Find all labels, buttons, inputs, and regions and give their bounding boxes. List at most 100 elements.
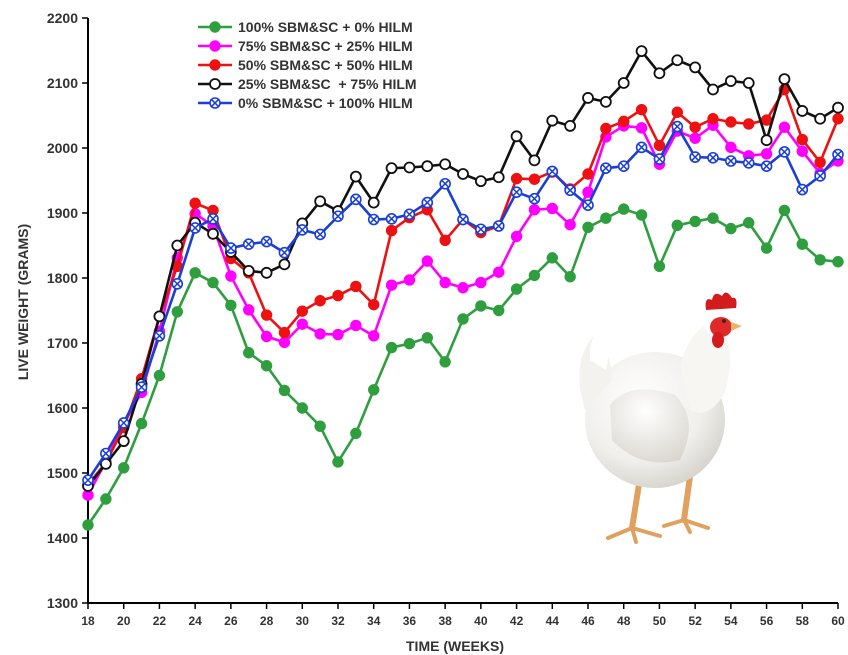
legend-marker <box>209 78 221 90</box>
data-point <box>117 417 130 429</box>
data-point <box>707 212 719 224</box>
data-point <box>153 330 166 342</box>
data-point <box>260 235 273 248</box>
data-point <box>189 197 201 209</box>
data-point <box>350 193 362 206</box>
x-tick-label: 42 <box>510 614 524 628</box>
data-point <box>368 384 380 396</box>
data-point <box>242 238 255 250</box>
data-point <box>778 204 791 217</box>
data-point <box>171 278 184 290</box>
data-point <box>546 165 559 178</box>
data-point <box>564 271 576 283</box>
data-point <box>278 384 291 397</box>
data-point <box>314 195 327 208</box>
series-layer <box>82 45 844 531</box>
legend-marker <box>209 40 221 52</box>
data-point <box>832 101 844 114</box>
data-point <box>260 360 273 372</box>
data-point <box>100 447 112 460</box>
data-point <box>582 221 594 234</box>
x-tick-label: 54 <box>724 614 738 628</box>
data-point <box>814 254 826 266</box>
data-point <box>689 121 701 133</box>
legend: 100% SBM&SC + 0% HILM 75% SBM&SC + 25% HI… <box>198 19 417 111</box>
data-point <box>725 155 737 167</box>
x-tick-label: 24 <box>188 614 202 628</box>
y-tick-label: 1700 <box>47 335 78 351</box>
data-point <box>457 168 469 180</box>
data-point <box>582 92 594 104</box>
x-tick-label: 50 <box>653 614 667 628</box>
data-point <box>564 219 576 231</box>
x-tick-label: 44 <box>546 614 560 628</box>
data-point <box>367 213 380 226</box>
data-point <box>135 417 148 430</box>
data-point <box>82 474 94 486</box>
data-point <box>457 213 469 226</box>
data-point <box>689 61 702 74</box>
data-point <box>82 519 94 531</box>
data-point <box>510 230 523 243</box>
data-point <box>189 222 201 234</box>
legend-label: 75% SBM&SC + 25% HILM <box>238 38 413 54</box>
x-tick-label: 38 <box>438 614 452 628</box>
data-point <box>349 170 362 183</box>
x-tick-label: 36 <box>403 614 417 628</box>
data-point <box>296 224 309 236</box>
data-point <box>510 283 523 295</box>
data-point <box>278 326 291 339</box>
data-point <box>653 67 666 80</box>
data-point <box>225 299 237 311</box>
data-point <box>832 256 844 268</box>
series-4 <box>82 120 844 486</box>
data-point <box>403 208 416 221</box>
y-tick-label: 2200 <box>47 10 78 26</box>
data-point <box>457 282 469 294</box>
data-point <box>510 172 523 185</box>
data-point <box>100 493 112 505</box>
data-point <box>796 105 809 117</box>
data-point <box>582 168 594 180</box>
data-point <box>725 116 737 128</box>
data-point <box>207 276 219 289</box>
data-point <box>671 106 683 118</box>
data-point <box>385 279 398 291</box>
data-point <box>742 77 755 89</box>
data-point <box>725 141 737 154</box>
x-tick-label: 18 <box>81 614 95 628</box>
data-point <box>510 130 523 143</box>
legend-item: 100% SBM&SC + 0% HILM <box>198 19 413 35</box>
data-point <box>617 160 630 172</box>
x-tick-label: 56 <box>760 614 774 628</box>
data-point <box>796 238 808 250</box>
data-point <box>135 381 148 394</box>
data-point <box>778 73 791 85</box>
data-point <box>582 199 594 211</box>
axes: 1300 1400 1500 1600 1700 1800 1900 2000 2100 2200… <box>47 10 845 628</box>
x-tick-label: 32 <box>331 614 345 628</box>
data-point <box>332 289 344 302</box>
data-point <box>743 217 755 229</box>
data-point <box>796 183 809 196</box>
x-tick-label: 58 <box>796 614 810 628</box>
x-axis-title: TIME (WEEKS) <box>406 638 504 654</box>
data-point <box>724 75 737 87</box>
data-point <box>528 173 541 185</box>
data-point <box>707 83 719 96</box>
data-point <box>314 295 326 307</box>
legend-marker <box>209 21 221 33</box>
data-point <box>296 318 308 330</box>
data-point <box>671 54 684 67</box>
data-point <box>510 186 523 198</box>
data-point <box>385 341 398 354</box>
data-point <box>707 151 719 164</box>
data-point <box>707 113 719 125</box>
data-point <box>314 328 326 340</box>
data-point <box>475 223 487 236</box>
data-point <box>421 196 434 209</box>
data-point <box>635 45 648 58</box>
y-tick-label: 1600 <box>47 400 78 416</box>
data-point <box>278 246 291 259</box>
